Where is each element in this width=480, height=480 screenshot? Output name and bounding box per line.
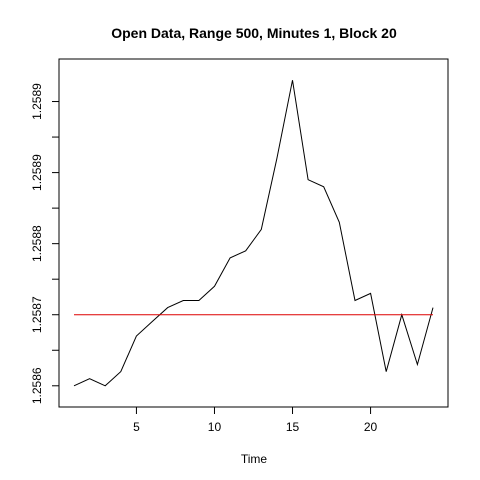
y-tick-label: 1.2587	[30, 296, 44, 333]
x-axis-label: Time	[241, 452, 268, 466]
chart-title: Open Data, Range 500, Minutes 1, Block 2…	[111, 25, 397, 41]
series-layer	[73, 80, 434, 387]
y-tick-label: 1.2589	[30, 83, 44, 120]
plot-frame	[58, 58, 449, 408]
x-tick-label: 5	[133, 420, 140, 434]
x-axis: 5 10 15 20	[133, 407, 378, 434]
y-tick-label: 1.2586	[30, 367, 44, 404]
series-line-1	[73, 80, 434, 387]
x-tick-label: 15	[286, 420, 300, 434]
x-tick-label: 10	[208, 420, 222, 434]
y-tick-label: 1.2588	[30, 225, 44, 262]
y-tick-label: 1.2589	[30, 154, 44, 191]
y-axis: 1.2586 1.2587 1.2588 1.2589 1.2589	[30, 83, 59, 404]
x-tick-label: 20	[364, 420, 378, 434]
